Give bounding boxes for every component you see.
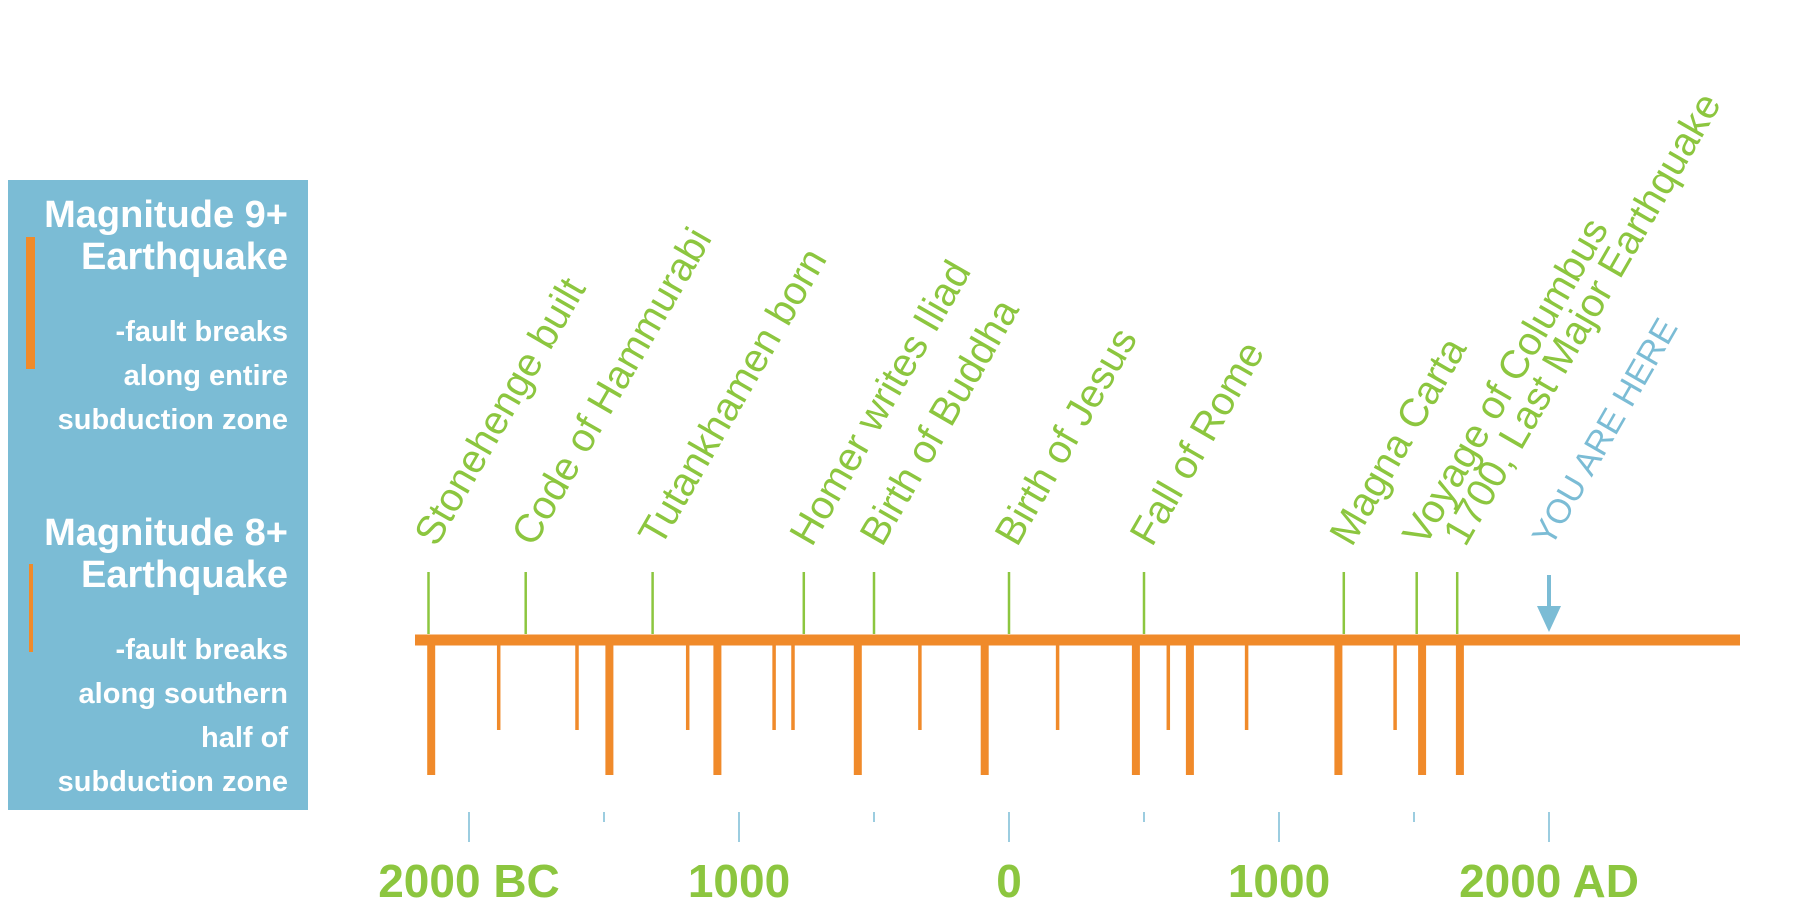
legend-desc-line: subduction zone xyxy=(57,766,288,798)
tick-label: 1000 xyxy=(1228,855,1330,904)
legend-title-line: Earthquake xyxy=(81,236,288,278)
event-label: Stonehenge built xyxy=(406,270,594,552)
legend-title-magnitude-8: Magnitude 8+ Earthquake xyxy=(8,512,288,596)
tick-label: 0 xyxy=(996,855,1022,904)
legend-title-line: Earthquake xyxy=(81,554,288,596)
tick-label: 2000 AD xyxy=(1459,855,1639,904)
legend-panel: Magnitude 9+ Earthquake -fault breaks al… xyxy=(8,180,308,810)
legend-desc-line: along southern xyxy=(78,678,288,710)
legend-desc-line: along entire xyxy=(123,360,288,392)
earthquakes-layer xyxy=(427,640,1464,775)
legend-swatch-magnitude-8 xyxy=(29,564,33,652)
legend-desc-line: half of xyxy=(201,722,288,754)
event-label: Birth of Jesus xyxy=(987,321,1146,553)
legend-title-line: Magnitude 9+ xyxy=(44,194,288,236)
legend-title-magnitude-9: Magnitude 9+ Earthquake xyxy=(8,194,288,278)
tick-label: 1000 xyxy=(688,855,790,904)
legend-desc-line: subduction zone xyxy=(57,404,288,436)
you-are-here-arrow-icon xyxy=(1537,606,1561,632)
event-label: Fall of Rome xyxy=(1122,334,1273,552)
legend-desc-magnitude-8: -fault breaks along southern half of sub… xyxy=(8,628,288,804)
legend-swatch-magnitude-9 xyxy=(26,237,35,369)
legend-title-line: Magnitude 8+ xyxy=(44,512,288,554)
tick-label: 2000 BC xyxy=(378,855,560,904)
legend-desc-line: -fault breaks xyxy=(115,316,288,348)
year-ticks-layer: 2000 BC 1000 0 1000 2000 AD xyxy=(378,812,1639,904)
legend-desc-line: -fault breaks xyxy=(115,634,288,666)
legend-desc-magnitude-9: -fault breaks along entire subduction zo… xyxy=(8,310,288,442)
